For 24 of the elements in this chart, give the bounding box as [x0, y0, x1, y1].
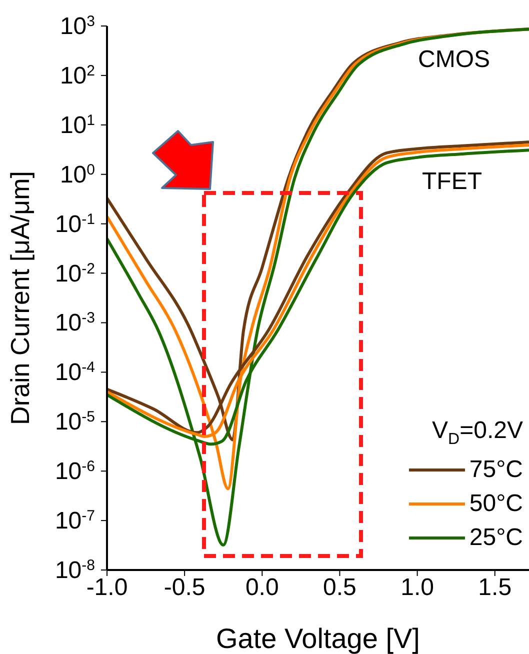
x-tick-label: 1.5 [478, 574, 512, 602]
x-axis-title: Gate Voltage [V] [216, 623, 420, 654]
y-tick-label: 10$^{-7}$ [54, 507, 95, 535]
annotation: CMOS [418, 46, 490, 74]
y-tick-label: 10$^{0}$ [60, 160, 95, 188]
legend-label: 50°C [469, 490, 523, 518]
y-tick-label: 10$^{2}$ [60, 62, 95, 90]
x-tick-label: 0.0 [245, 574, 279, 602]
legend-title: V$_{D}$=0.2V [432, 417, 523, 448]
x-tick-label: 0.5 [323, 574, 356, 602]
legend-label: 75°C [469, 456, 523, 484]
y-tick-label: 10$^{-3}$ [54, 309, 95, 337]
x-tick-label: 1.0 [400, 574, 434, 602]
y-axis-title: Drain Current [μA/μm] [5, 171, 36, 425]
y-tick-label: 10$^{-4}$ [54, 358, 95, 386]
y-tick-label: 10$^{3}$ [60, 12, 95, 40]
y-tick-label: 10$^{-5}$ [54, 408, 95, 436]
y-tick-label: 10$^{-6}$ [54, 458, 95, 486]
annotation: TFET [422, 168, 482, 196]
y-tick-label: 10$^{-1}$ [54, 210, 95, 238]
y-tick-label: 10$^{-2}$ [54, 260, 95, 288]
legend-label: 25°C [469, 524, 523, 552]
x-tick-label: -0.5 [164, 574, 206, 602]
y-tick-label: 10$^{1}$ [60, 111, 95, 139]
